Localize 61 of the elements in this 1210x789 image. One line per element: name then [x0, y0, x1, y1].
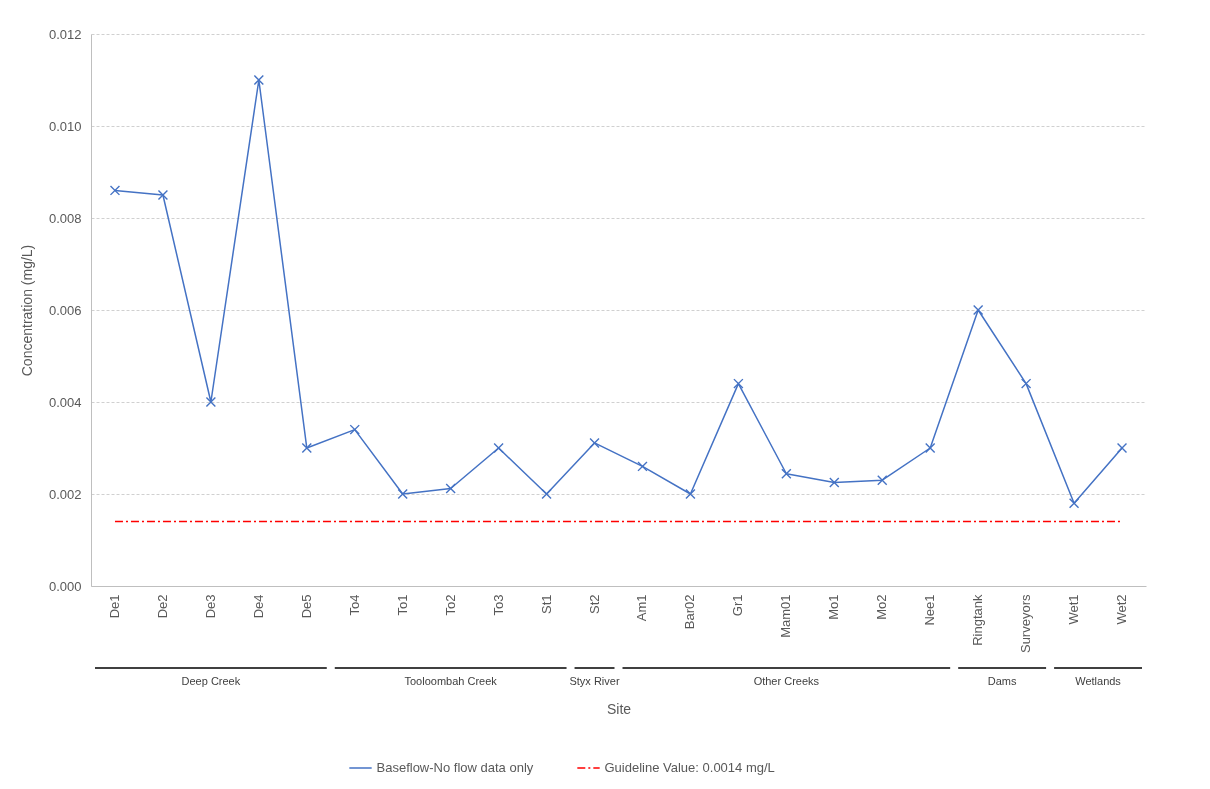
x-axis-title: Site	[606, 701, 632, 718]
point	[157, 189, 169, 201]
point	[733, 378, 744, 389]
x-tick-label: Mo2	[874, 594, 890, 620]
x-tick-label: Ringtank	[970, 594, 986, 646]
x-tick-label: To2	[442, 594, 458, 616]
y-axis-title: Concentration (mg/L)	[18, 244, 35, 377]
x-tick-label: Wet1	[1066, 594, 1082, 625]
legend-label: Guideline Value: 0.0014 mg/L	[604, 760, 775, 775]
point	[1068, 498, 1080, 509]
y-tick-label: 0.012	[48, 26, 82, 42]
point	[445, 483, 456, 494]
x-tick-label: Nee1	[922, 594, 938, 626]
x-tick-label: To3	[490, 594, 506, 616]
point	[781, 468, 792, 479]
x-tick-label: Surveyors	[1018, 594, 1034, 654]
x-tick-label: De5	[298, 594, 314, 619]
point	[301, 442, 312, 454]
point	[1116, 442, 1128, 454]
x-tick-label: De4	[250, 594, 266, 619]
x-tick-label: To1	[394, 594, 410, 616]
point	[925, 442, 936, 454]
point	[253, 74, 265, 86]
x-tick-label: Gr1	[730, 594, 746, 617]
point	[685, 488, 696, 500]
text: Dams	[987, 675, 1017, 687]
x-tick-label: St1	[538, 594, 554, 615]
point	[493, 442, 504, 454]
point	[397, 488, 408, 500]
text: Deep Creek	[181, 675, 241, 687]
point	[829, 477, 840, 488]
y-tick-label: 0.010	[48, 118, 82, 134]
point	[589, 437, 600, 449]
legend-label: Baseflow-No flow data only	[376, 760, 534, 775]
x-tick-label: St2	[586, 594, 602, 615]
x-tick-label: Am1	[634, 594, 650, 622]
y-tick-label: 0.000	[48, 578, 82, 594]
x-tick-label: Mo1	[826, 594, 842, 620]
y-tick-label: 0.006	[48, 302, 82, 318]
x-tick-label: De2	[154, 594, 170, 619]
text: Tooloombah Creek	[404, 675, 498, 687]
x-tick-label: Mam01	[778, 594, 794, 638]
point	[1020, 378, 1032, 389]
point	[541, 488, 552, 500]
y-tick-label: 0.008	[48, 210, 82, 226]
y-tick-label: 0.004	[48, 394, 82, 410]
point	[877, 475, 888, 486]
x-tick-label: De1	[106, 594, 122, 619]
text: Styx River	[569, 675, 620, 687]
text: Wetlands	[1075, 675, 1122, 687]
point	[637, 461, 648, 472]
x-tick-label: De3	[202, 594, 218, 619]
point	[349, 424, 360, 435]
point	[205, 396, 217, 408]
point	[972, 304, 984, 316]
x-tick-label: To4	[346, 594, 362, 616]
x-tick-label: Bar02	[682, 594, 698, 630]
y-tick-label: 0.002	[48, 486, 82, 502]
x-tick-label: Wet2	[1114, 594, 1130, 625]
point	[109, 185, 121, 196]
text: Other Creeks	[753, 675, 820, 687]
